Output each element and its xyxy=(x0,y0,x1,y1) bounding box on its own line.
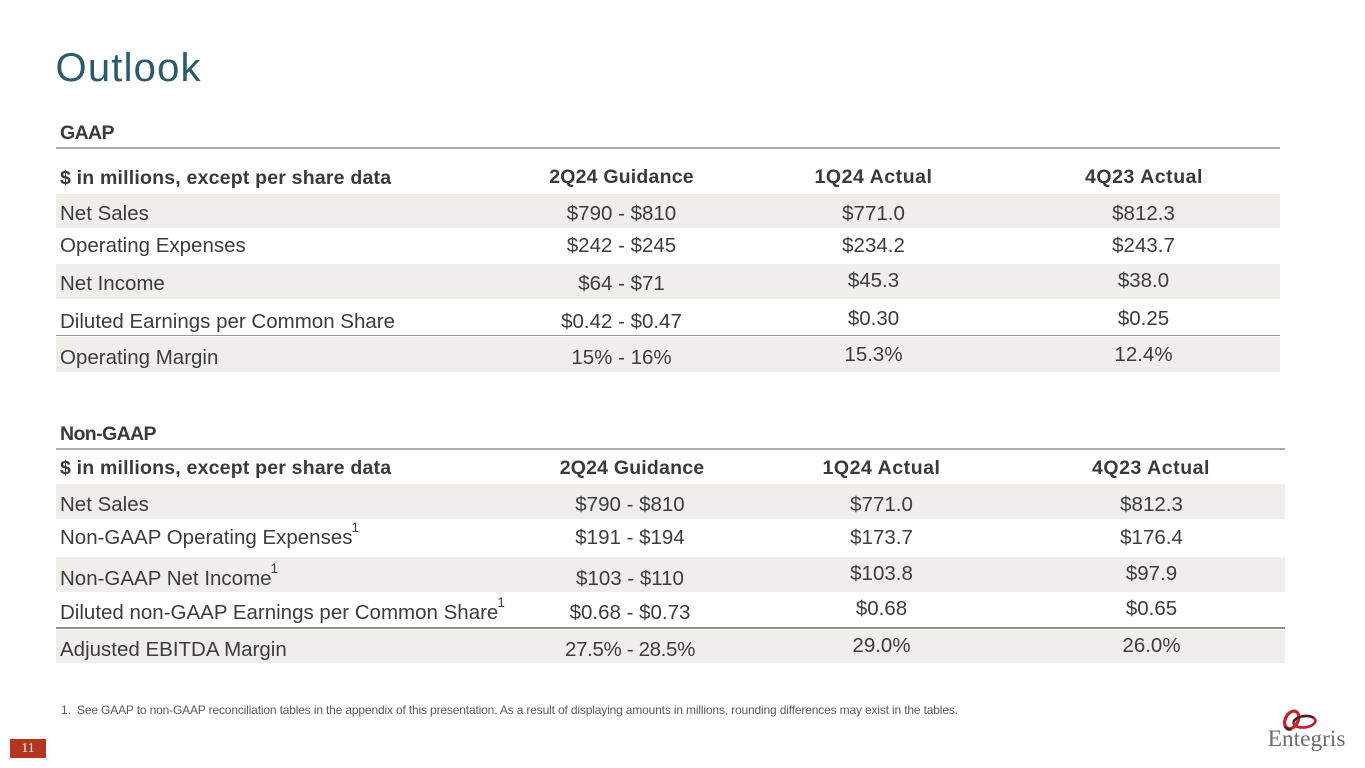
svg-text:Entegris: Entegris xyxy=(1268,726,1346,752)
